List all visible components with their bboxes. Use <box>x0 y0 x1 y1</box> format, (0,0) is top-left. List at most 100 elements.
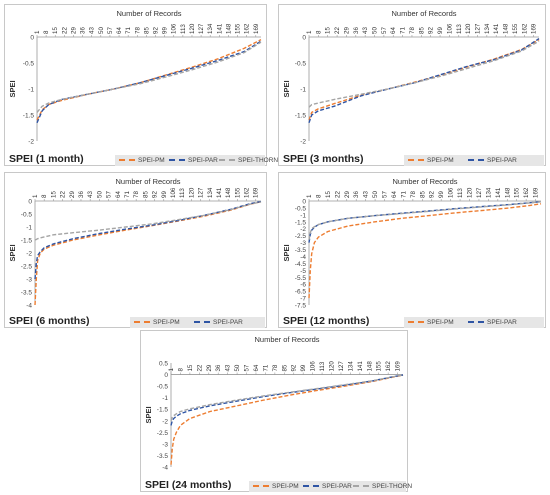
x-tick-label: 71 <box>400 191 407 198</box>
legend-swatch <box>253 485 269 488</box>
x-tick-label: 99 <box>438 191 445 198</box>
y-tick-label: 0.5 <box>159 361 168 368</box>
x-tick-label: 78 <box>133 191 140 198</box>
x-axis-title: Number of Records <box>254 335 319 344</box>
x-tick-label: 57 <box>381 27 388 34</box>
x-tick-label: 162 <box>244 187 251 198</box>
x-tick-label: 50 <box>96 191 103 198</box>
x-tick-label: 162 <box>385 361 392 372</box>
x-tick-label: 57 <box>106 191 113 198</box>
legend-swatch <box>408 321 424 324</box>
x-tick-label: 127 <box>474 23 481 34</box>
y-axis-title: SPEI <box>282 244 291 261</box>
x-tick-label: 141 <box>216 23 223 34</box>
x-tick-label: 57 <box>107 27 114 34</box>
legend-label: SPEI-PAR <box>213 319 243 326</box>
x-tick-label: 106 <box>310 361 317 372</box>
y-tick-label: -1.5 <box>21 238 33 245</box>
y-tick-label: -4 <box>300 254 306 261</box>
series-line-spei-par <box>36 40 262 124</box>
x-tick-label: 8 <box>41 194 48 198</box>
legend-item: SPEI-PAR <box>169 155 218 166</box>
x-tick-label: 162 <box>523 187 530 198</box>
legend-item: SPEI-PM <box>408 155 454 166</box>
x-tick-label: 141 <box>493 23 500 34</box>
x-tick-label: 85 <box>418 27 425 34</box>
x-tick-label: 43 <box>89 27 96 34</box>
y-axis-title: SPEI <box>8 80 17 97</box>
x-tick-label: 155 <box>234 187 241 198</box>
y-axis-title: SPEI <box>8 244 17 261</box>
x-tick-label: 141 <box>216 187 223 198</box>
series-line-spei-thorn <box>170 374 404 422</box>
y-tick-label: 0 <box>302 35 306 42</box>
chart-panel-12-months: 0 -0.5 -1 -1.5 -2 -2.5 -3 -3.5 -4 -4.5 -5 -5.5 -6 -6.… <box>278 172 546 328</box>
x-tick-label: 71 <box>262 364 269 371</box>
panel-title: SPEI (1 month) <box>9 153 84 165</box>
legend-label: SPEI-PM <box>427 319 454 326</box>
legend-swatch <box>303 485 319 488</box>
y-tick-label: -0.5 <box>23 61 35 68</box>
chart-panel-6-months: 0 -0.5 -1 -1.5 -2 -2.5 -3 -3.5 -4 1 8 15 22 29 36 43 50 5… <box>4 172 267 328</box>
y-tick-label: -1 <box>162 395 168 402</box>
x-tick-label: 57 <box>244 364 251 371</box>
legend-label: SPEI-PM <box>427 157 454 164</box>
x-tick-label: 8 <box>177 368 184 372</box>
legend-label: SPEI-THORN <box>372 483 413 490</box>
series-line-spei-thorn <box>308 40 540 108</box>
x-tick-label: 29 <box>344 191 351 198</box>
x-tick-label: 113 <box>180 24 187 34</box>
legend-swatch <box>119 159 135 162</box>
x-tick-label: 36 <box>80 27 87 34</box>
x-tick-label: 169 <box>531 23 538 34</box>
chart-svg-1-month: 0 -0.5 -1 -1.5 -2 1 8 15 22 29 36 43 50 57 64 71 78 85 92 9… <box>8 9 262 146</box>
x-tick-label: 134 <box>207 23 214 34</box>
panel-title: SPEI (24 months) <box>145 479 232 491</box>
y-tick-label: -2 <box>28 139 34 146</box>
x-tick-label: 43 <box>87 191 94 198</box>
legend-label: SPEI-PAR <box>487 319 517 326</box>
y-tick-label: -1.5 <box>295 219 307 226</box>
x-tick-label: 127 <box>198 23 205 34</box>
x-tick-label: 155 <box>235 23 242 34</box>
x-tick-label: 1 <box>306 194 313 198</box>
x-tick-label: 155 <box>512 23 519 34</box>
panel-title: SPEI (3 months) <box>283 153 364 165</box>
x-tick-label: 78 <box>409 27 416 34</box>
x-tick-label: 57 <box>382 191 389 198</box>
series-line-spei-thorn <box>34 201 262 241</box>
x-tick-label: 22 <box>334 27 341 34</box>
x-tick-label: 169 <box>253 187 260 198</box>
x-tick-label: 92 <box>152 191 159 198</box>
legend-swatch <box>194 321 210 324</box>
legend: SPEI-PM SPEI-PAR SPEI-THORN <box>115 155 278 166</box>
x-tick-label: 148 <box>503 23 510 34</box>
series-line-spei-thorn <box>36 41 262 113</box>
x-tick-label: 120 <box>189 23 196 34</box>
legend-label: SPEI-THORN <box>238 157 279 164</box>
x-tick-label: 22 <box>334 191 341 198</box>
x-tick-label: 1 <box>306 30 313 34</box>
x-tick-label: 99 <box>161 191 168 198</box>
y-tick-label: -1.5 <box>23 113 35 120</box>
x-tick-label: 85 <box>419 191 426 198</box>
y-tick-label: -6 <box>300 282 306 289</box>
x-tick-label: 78 <box>410 191 417 198</box>
x-axis-title: Number of Records <box>391 9 456 18</box>
y-tick-label: -3 <box>162 441 168 448</box>
x-tick-label: 141 <box>495 187 502 198</box>
x-tick-label: 113 <box>456 24 463 34</box>
x-tick-label: 134 <box>484 23 491 34</box>
legend-swatch <box>468 159 484 162</box>
x-tick-label: 71 <box>400 27 407 34</box>
x-tick-label: 92 <box>153 27 160 34</box>
x-tick-label: 85 <box>143 27 150 34</box>
x-tick-label: 36 <box>78 191 85 198</box>
legend: SPEI-PM SPEI-PAR <box>404 155 544 166</box>
x-tick-label: 64 <box>391 191 398 198</box>
legend: SPEI-PM SPEI-PAR SPEI-THORN <box>249 481 412 492</box>
x-tick-label: 71 <box>125 27 132 34</box>
y-axis-title: SPEI <box>282 80 291 97</box>
x-tick-label: 1 <box>32 194 39 198</box>
x-tick-label: 22 <box>60 191 67 198</box>
